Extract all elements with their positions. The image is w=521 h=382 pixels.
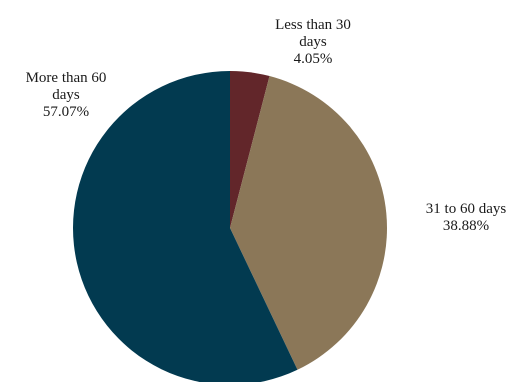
slice-label-line: 31 to 60 days xyxy=(426,201,507,217)
slice-label-line: More than 60 xyxy=(26,70,107,86)
slice-label-line: 4.05% xyxy=(294,51,333,67)
slice-label-line: days xyxy=(299,34,327,50)
pie-labels: Less than 30 days 4.05%31 to 60 days 38.88%… xyxy=(26,17,507,234)
slice-label-line: 57.07% xyxy=(43,104,89,120)
pie-slice-more-than-60-days xyxy=(73,71,298,382)
slice-label-line: 38.88% xyxy=(443,218,489,234)
slice-label-less-than-30-days: Less than 30 days 4.05% xyxy=(275,17,351,67)
pie-slice-31-to-60-days xyxy=(230,76,387,370)
slice-label-line: Less than 30 xyxy=(275,17,351,33)
pie-slice-less-than-30-days xyxy=(230,71,270,228)
slice-label-31-to-60-days: 31 to 60 days 38.88% xyxy=(426,201,507,234)
pie-slices xyxy=(73,71,387,382)
slice-label-line: days xyxy=(52,87,80,103)
slice-label-more-than-60-days: More than 60 days 57.07% xyxy=(26,70,107,120)
